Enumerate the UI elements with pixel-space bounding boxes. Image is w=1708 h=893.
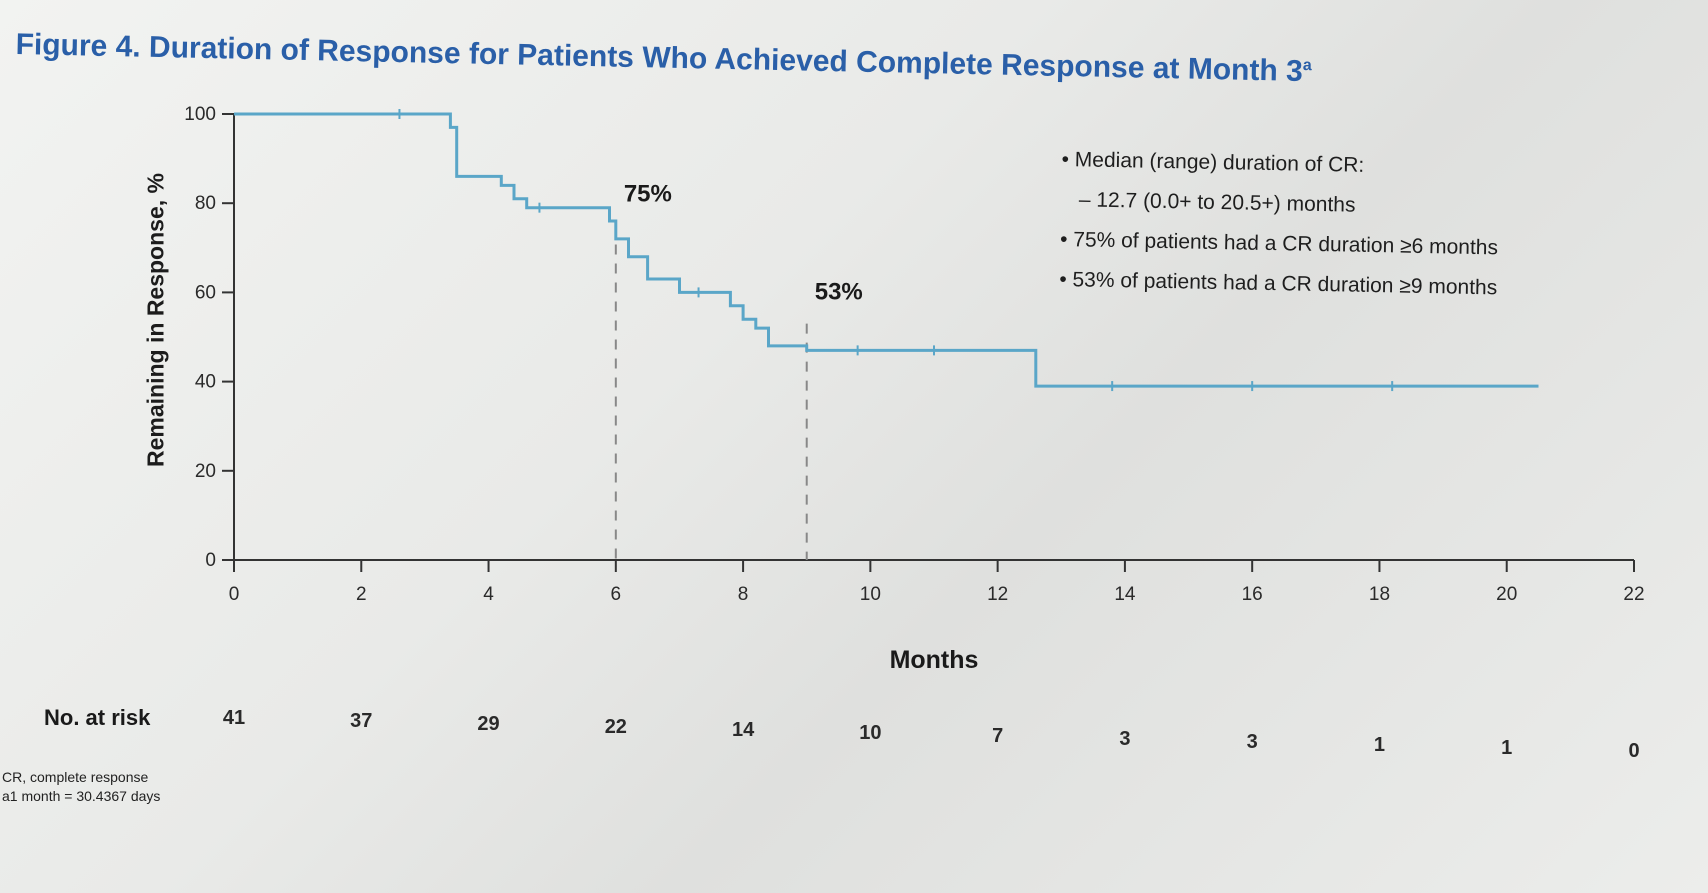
- km-curve-line: [234, 112, 1539, 388]
- footnote-cr: CR, complete response: [2, 769, 149, 785]
- x-tick-label: 2: [356, 584, 367, 605]
- x-tick-label: 16: [1242, 584, 1263, 605]
- risk-value: 29: [477, 713, 499, 735]
- summary-notes: • Median (range) duration of CR: – 12.7 …: [1059, 140, 1500, 308]
- footnotes: CR, complete response a1 month = 30.4367…: [2, 768, 160, 806]
- x-tick-label: 4: [483, 584, 494, 605]
- note-53pct: • 53% of patients had a CR duration ≥9 m…: [1059, 267, 1498, 300]
- risk-value: 0: [1628, 740, 1639, 762]
- y-tick-label: 40: [195, 372, 216, 393]
- y-tick-label: 60: [195, 282, 216, 303]
- risk-value: 3: [1119, 728, 1130, 750]
- risk-value: 14: [732, 719, 755, 741]
- risk-value: 37: [350, 710, 372, 732]
- x-tick-label: 0: [229, 584, 240, 605]
- x-axis-label: Months: [890, 646, 979, 674]
- risk-value: 1: [1374, 734, 1385, 756]
- risk-value: 41: [223, 707, 245, 729]
- y-tick-label: 80: [195, 193, 216, 214]
- x-tick-label: 8: [738, 584, 749, 605]
- risk-value: 7: [992, 725, 1003, 747]
- y-tick-label: 0: [205, 550, 216, 571]
- risk-value: 3: [1247, 731, 1258, 753]
- annotation-label: 53%: [815, 279, 863, 306]
- x-tick-label: 20: [1496, 584, 1517, 605]
- x-tick-label: 18: [1369, 584, 1390, 605]
- x-tick-label: 22: [1623, 584, 1644, 605]
- risk-table-label: No. at risk: [44, 705, 151, 730]
- x-tick-label: 6: [611, 584, 622, 605]
- y-tick-label: 20: [195, 461, 216, 482]
- x-tick-label: 10: [860, 584, 881, 605]
- x-tick-label: 14: [1114, 584, 1136, 605]
- risk-value: 1: [1501, 737, 1512, 759]
- annotation-label: 75%: [624, 181, 672, 208]
- risk-value: 10: [859, 722, 881, 744]
- y-tick-label: 100: [184, 104, 216, 125]
- footnote-month: a1 month = 30.4367 days: [2, 788, 161, 804]
- x-tick-label: 12: [987, 584, 1008, 605]
- risk-value: 22: [605, 716, 627, 738]
